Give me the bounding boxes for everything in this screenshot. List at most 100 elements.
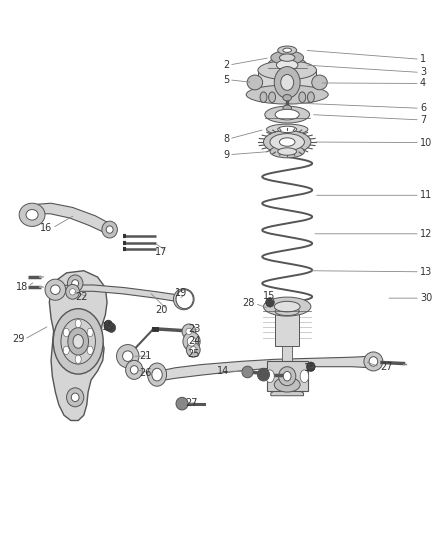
Text: 9: 9 [223,150,229,160]
Ellipse shape [63,346,69,354]
Ellipse shape [275,307,299,316]
Text: 3: 3 [420,67,426,77]
Text: 8: 8 [223,134,229,144]
Ellipse shape [176,290,193,309]
Text: 24: 24 [188,336,200,346]
Text: 26: 26 [139,368,152,378]
Polygon shape [154,356,375,382]
Ellipse shape [278,126,297,133]
Text: 28: 28 [243,298,255,309]
Ellipse shape [307,92,314,102]
Ellipse shape [67,275,83,292]
Ellipse shape [275,109,299,120]
Ellipse shape [61,319,95,364]
Ellipse shape [274,67,300,98]
Text: 4: 4 [420,78,426,88]
Ellipse shape [183,332,200,351]
Ellipse shape [176,397,188,410]
Ellipse shape [274,301,300,312]
Ellipse shape [187,337,196,346]
Ellipse shape [279,367,296,386]
Ellipse shape [242,366,253,378]
Ellipse shape [126,360,143,379]
Text: 13: 13 [420,267,432,277]
Ellipse shape [268,56,307,74]
Text: 16: 16 [40,223,52,233]
Ellipse shape [270,145,304,158]
Text: 10: 10 [420,138,432,148]
Text: 15: 15 [102,322,114,332]
Ellipse shape [300,370,309,383]
Text: 2: 2 [223,60,229,70]
Text: 21: 21 [139,351,152,361]
Text: 14: 14 [217,366,229,376]
Ellipse shape [278,148,297,155]
Ellipse shape [72,280,79,287]
Ellipse shape [106,226,113,233]
Ellipse shape [179,294,188,304]
Ellipse shape [265,370,274,383]
Ellipse shape [104,320,113,331]
Ellipse shape [173,289,194,310]
Ellipse shape [152,368,162,381]
Ellipse shape [117,344,139,368]
Ellipse shape [148,363,166,386]
Text: 12: 12 [420,229,432,239]
Ellipse shape [182,324,196,339]
Ellipse shape [107,323,116,333]
Text: 25: 25 [187,349,200,359]
Ellipse shape [45,279,66,300]
Ellipse shape [283,48,292,52]
Ellipse shape [73,335,83,348]
Ellipse shape [283,372,291,381]
Ellipse shape [270,134,304,150]
Polygon shape [275,311,299,345]
Ellipse shape [265,106,310,123]
Ellipse shape [274,377,300,392]
Ellipse shape [264,297,311,316]
Text: 30: 30 [420,293,432,303]
Ellipse shape [68,328,88,355]
Text: 18: 18 [15,281,28,292]
Text: 27: 27 [185,398,198,408]
Ellipse shape [260,92,267,102]
Text: 19: 19 [175,288,187,298]
Ellipse shape [70,289,76,295]
Ellipse shape [364,352,383,371]
Text: 1: 1 [420,54,426,64]
Ellipse shape [307,362,315,372]
Ellipse shape [87,346,93,354]
Ellipse shape [278,46,297,54]
Ellipse shape [71,393,79,401]
Ellipse shape [67,388,84,407]
Text: 7: 7 [420,115,426,125]
Polygon shape [282,345,292,374]
Text: 17: 17 [155,247,167,257]
Text: 22: 22 [76,292,88,302]
Ellipse shape [283,94,292,101]
Ellipse shape [283,105,292,111]
Ellipse shape [281,75,293,90]
Text: 11: 11 [420,190,432,200]
Ellipse shape [123,351,133,361]
Polygon shape [26,203,113,234]
Ellipse shape [26,209,38,220]
Ellipse shape [266,124,308,135]
Ellipse shape [53,309,103,374]
Ellipse shape [186,328,192,335]
Ellipse shape [75,355,81,364]
Ellipse shape [369,357,378,366]
Ellipse shape [66,285,79,299]
Ellipse shape [258,61,317,80]
Ellipse shape [279,54,295,61]
Ellipse shape [276,60,298,70]
Polygon shape [53,285,185,302]
Ellipse shape [87,328,93,337]
Ellipse shape [63,328,69,337]
Polygon shape [271,374,304,395]
Ellipse shape [265,297,274,307]
Ellipse shape [51,285,60,294]
Text: 27: 27 [380,362,392,372]
Ellipse shape [186,342,200,357]
Polygon shape [49,271,107,421]
